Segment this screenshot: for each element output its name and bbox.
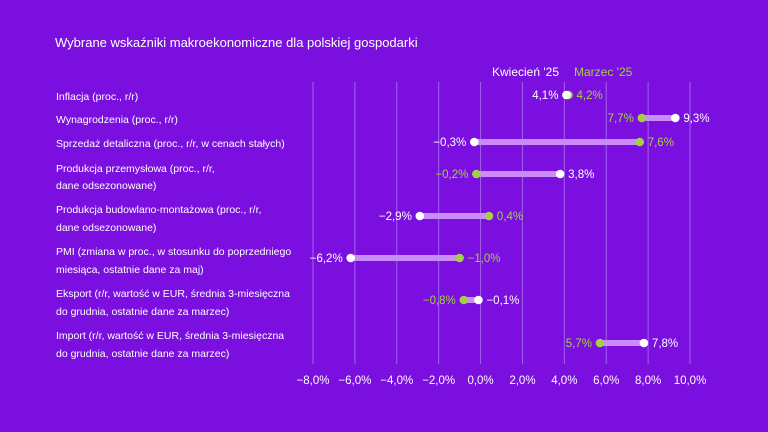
category-label-0-0: Inflacja (proc., r/r) [56, 91, 138, 103]
category-label-3-1: dane odsezonowane) [56, 180, 156, 192]
april-value-label-2: −0,3% [433, 137, 466, 149]
category-label-7-0: Import (r/r, wartość w EUR, średnia 3-mi… [56, 330, 284, 342]
april-value-label-6: −0,1% [486, 295, 519, 307]
march-point-6 [459, 295, 469, 305]
april-point-1 [671, 113, 680, 123]
category-label-7-1: do grudnia, ostatnie dane za marzec) [56, 348, 229, 360]
march-point-3 [472, 169, 481, 179]
category-label-6-0: Eksport (r/r, wartość w EUR, średnia 3-m… [56, 288, 290, 300]
april-value-label-0: 4,1% [532, 90, 558, 102]
tick-label-8: 8,0% [635, 375, 661, 387]
grid [312, 82, 691, 364]
march-value-label-2: 7,6% [648, 137, 674, 149]
march-value-label-7: 5,7% [566, 338, 592, 350]
march-point-1 [637, 113, 647, 123]
april-value-label-7: 7,8% [652, 338, 678, 350]
tick-label-5: 2,0% [509, 375, 535, 387]
march-value-label-0: 4,2% [577, 90, 603, 102]
tick-label-1: −6,0% [338, 375, 371, 387]
april-point-0 [562, 90, 571, 100]
category-label-4-1: dane odsezonowane) [56, 222, 156, 234]
category-label-1-0: Wynagrodzenia (proc., r/r) [56, 114, 178, 126]
tick-label-3: −2,0% [422, 375, 455, 387]
tick-label-7: 6,0% [593, 375, 619, 387]
chart-title: Wybrane wskaźniki makroekonomiczne dla p… [55, 35, 418, 50]
april-value-label-3: 3,8% [568, 169, 594, 181]
category-label-6-1: do grudnia, ostatnie dane za marzec) [56, 306, 229, 318]
tick-label-4: 0,0% [467, 375, 493, 387]
category-labels: Inflacja (proc., r/r) Wynagrodzenia (proc… [56, 91, 291, 360]
category-label-4-0: Produkcja budowlano-montażowa (proc., r/… [56, 204, 261, 216]
april-point-5 [346, 253, 356, 263]
tick-label-2: −4,0% [380, 375, 413, 387]
april-point-6 [474, 295, 483, 305]
category-label-2-0: Sprzedaż detaliczna (proc., r/r, w cenac… [56, 138, 285, 150]
category-label-3-0: Produkcja przemysłowa (proc., r/r, [56, 163, 215, 175]
legend-april: Kwiecień '25 [492, 65, 559, 79]
march-value-label-6: −0,8% [423, 295, 456, 307]
march-value-label-5: −1,0% [468, 253, 501, 265]
march-point-4 [484, 211, 494, 221]
tick-label-9: 10,0% [674, 375, 707, 387]
chart-marks: 4,1% 4,2% 9,3% 7,7% −0,3% 7,6% 3,8% −0,2% −2,9% 0… [310, 90, 710, 350]
march-point-7 [595, 338, 605, 348]
march-point-5 [455, 253, 464, 263]
category-label-5-1: miesiąca, ostatnie dane za maj) [56, 264, 204, 276]
april-value-label-4: −2,9% [379, 211, 412, 223]
legend-march: Marzec '25 [574, 65, 633, 79]
april-value-label-5: −6,2% [310, 253, 343, 265]
april-point-4 [415, 211, 425, 221]
april-point-7 [639, 338, 649, 348]
april-point-2 [469, 137, 479, 147]
march-value-label-1: 7,7% [608, 113, 634, 125]
march-point-2 [635, 137, 645, 147]
march-value-label-4: 0,4% [497, 211, 523, 223]
april-point-3 [555, 169, 565, 179]
march-value-label-3: −0,2% [435, 169, 468, 181]
tick-label-0: −8,0% [297, 375, 330, 387]
april-value-label-1: 9,3% [683, 113, 709, 125]
tick-label-6: 4,0% [551, 375, 577, 387]
category-label-5-0: PMI (zmiana w proc., w stosunku do poprz… [56, 246, 291, 258]
x-axis-ticks: −8,0% −6,0% −4,0% −2,0% 0,0% 2,0% 4,0% 6,0% 8,0%… [297, 375, 707, 387]
